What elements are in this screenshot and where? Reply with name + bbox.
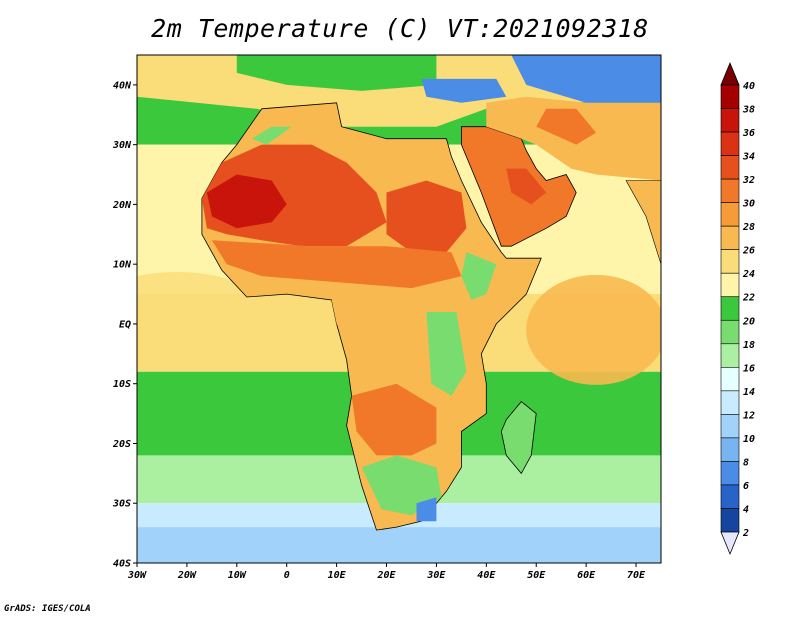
colorbar-label: 38	[742, 105, 755, 116]
map-title: 2m Temperature (C) VT:2021092318	[151, 14, 649, 43]
plot-frame	[136, 54, 662, 564]
central-asia-mountains	[511, 55, 661, 109]
colorbar-label: 20	[742, 316, 755, 327]
sudan-hot-region	[386, 180, 467, 253]
western-sahara-hottest	[206, 174, 287, 229]
colorbar-box	[720, 319, 740, 345]
lat-tick-label: 40N	[113, 80, 132, 91]
colorbar-box	[720, 202, 740, 227]
colorbar-label: 12	[743, 410, 755, 421]
lon-tick-label: 10E	[328, 570, 347, 581]
arabia-hot-core	[506, 168, 547, 205]
lat-tick-label: 30S	[112, 499, 131, 510]
lon-tick-label: 60E	[577, 570, 596, 581]
lat-tick-label: 40S	[113, 559, 131, 570]
colorbar-box	[720, 437, 740, 462]
india-edge	[625, 180, 661, 265]
lon-tick-label: 20W	[177, 570, 197, 581]
lon-tick-label: 40E	[477, 570, 496, 581]
atlas-mountains	[251, 126, 292, 145]
colorbar-box	[720, 131, 740, 156]
lon-tick-label: 10W	[228, 570, 247, 581]
colorbar-box	[720, 461, 740, 486]
colorbar-label: 14	[743, 387, 755, 398]
colorbar-box	[720, 367, 740, 392]
sahel-band	[211, 240, 462, 289]
colorbar-top-triangle	[720, 61, 740, 86]
grads-credit: GrADS: IGES/COLA	[4, 604, 91, 614]
anatolia-cold	[421, 78, 507, 103]
europe-land	[236, 55, 437, 91]
colorbar-label: 10	[743, 434, 755, 445]
colorbar-label: 18	[743, 340, 755, 351]
longitude-axis: 30W 20W 10W 0 10E 20E 30E 40E 50E 60E 70E	[127, 563, 646, 581]
drakensberg-cold	[416, 497, 437, 522]
madagascar	[500, 401, 537, 475]
iran-warm	[536, 108, 597, 145]
lat-tick-label: 20N	[112, 200, 132, 211]
lon-tick-label: 30E	[426, 570, 446, 581]
map-field	[137, 55, 661, 563]
lon-tick-label: 50E	[527, 570, 546, 581]
colorbar-box	[720, 84, 740, 109]
colorbar-box	[720, 249, 740, 274]
colorbar-label: 16	[743, 363, 755, 374]
lon-tick-label: 70E	[627, 570, 646, 581]
congo-basin	[331, 294, 437, 360]
lat-tick-label: 10N	[113, 260, 132, 271]
ethiopian-highlands	[461, 252, 497, 300]
colorbar-label: 36	[742, 128, 755, 139]
colorbar-box	[720, 414, 740, 439]
lon-tick-label: 0	[284, 570, 290, 581]
colorbar-label: 6	[743, 481, 749, 492]
lat-tick-label: 30N	[112, 140, 132, 151]
southern-interior-warm	[351, 383, 437, 456]
lat-tick-label: EQ	[119, 319, 131, 330]
lon-tick-label: 30W	[127, 570, 147, 581]
colorbar-label: 2	[742, 528, 749, 539]
latitude-axis: 40N 30N 20N 10N EQ 10S 20S 30S 40S	[112, 80, 137, 570]
lat-tick-label: 10S	[113, 379, 131, 390]
colorbar-label: 8	[743, 457, 749, 468]
colorbar-label: 40	[743, 81, 755, 92]
great-lakes-highlands	[426, 312, 467, 396]
colorbar-box	[720, 225, 740, 250]
colorbar-label: 4	[743, 504, 749, 515]
colorbar-box	[720, 343, 740, 368]
lat-tick-label: 20S	[112, 439, 131, 450]
colorbar-box	[720, 484, 740, 509]
ocean-band-6	[137, 527, 661, 563]
colorbar-box	[720, 178, 740, 203]
colorbar-label: 30	[742, 199, 755, 210]
indian-ocean-warm-patch	[526, 274, 661, 385]
colorbar-box	[720, 108, 740, 133]
colorbar-label: 24	[742, 269, 755, 280]
colorbar-label: 28	[742, 222, 755, 233]
colorbar-label: 22	[742, 293, 755, 304]
south-africa-mild	[361, 455, 442, 516]
colorbar-bottom-triangle	[720, 531, 740, 556]
lon-tick-label: 20E	[376, 570, 396, 581]
colorbar: 40 38 36 34 32 30 28 26 24 22 20 18 16 14 12 10 8 6 4 2	[720, 61, 755, 556]
colorbar-box	[720, 272, 740, 298]
colorbar-box	[720, 155, 740, 180]
colorbar-label: 32	[742, 175, 755, 186]
atlantic-warm-patch	[137, 272, 267, 352]
colorbar-box	[720, 508, 740, 533]
colorbar-label: 26	[742, 246, 755, 257]
colorbar-label: 34	[742, 152, 755, 163]
colorbar-box	[720, 390, 740, 415]
colorbar-box	[720, 296, 740, 321]
